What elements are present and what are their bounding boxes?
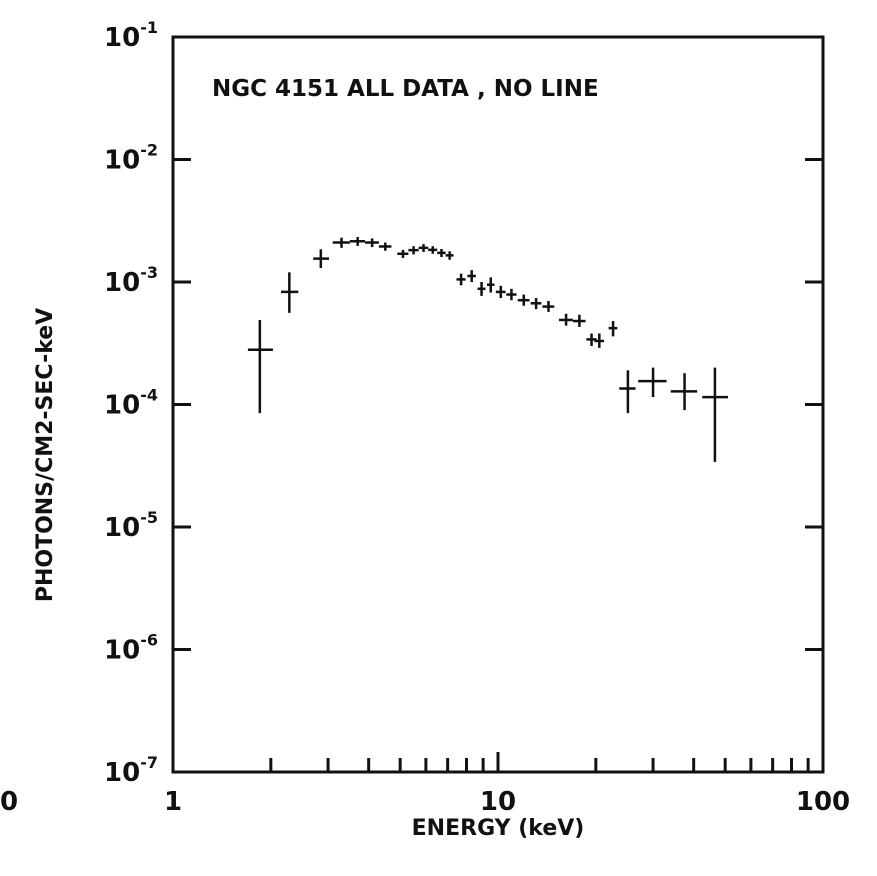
data-point <box>486 277 495 293</box>
data-point <box>349 236 366 246</box>
data-point <box>437 248 446 257</box>
y-tick-label: 10-5 <box>104 508 158 543</box>
data-point <box>517 294 530 306</box>
data-point <box>702 367 728 462</box>
data-point <box>572 314 586 327</box>
y-tick-labels: 10-1 10-2 10-3 10-4 10-5 10-6 10-7 <box>104 18 158 788</box>
data-point <box>530 298 542 310</box>
stray-left-label: 0 <box>0 787 18 817</box>
x-tick-label: 1 <box>164 787 182 817</box>
x-tick-label: 10 <box>480 787 516 817</box>
data-point <box>608 321 618 337</box>
data-point <box>506 288 517 301</box>
data-point <box>456 273 466 286</box>
data-point <box>495 285 506 299</box>
data-point <box>281 272 299 313</box>
data-point <box>594 333 605 348</box>
data-point <box>378 242 392 251</box>
data-point <box>477 282 486 296</box>
y-tick-label: 10-1 <box>104 18 158 53</box>
y-tick-label: 10-4 <box>104 386 158 421</box>
data-point <box>619 370 636 414</box>
y-tick-label: 10-3 <box>104 263 158 298</box>
data-point <box>558 313 573 326</box>
data-point <box>467 270 476 282</box>
axis-ticks <box>171 35 825 774</box>
y-tick-label: 10-2 <box>104 141 158 176</box>
data-point <box>365 238 379 248</box>
data-point <box>332 237 350 248</box>
data-point <box>670 373 698 411</box>
data-point <box>428 246 438 254</box>
data-point <box>586 333 597 347</box>
y-tick-label: 10-7 <box>104 753 158 788</box>
data-point <box>313 249 330 269</box>
plot-frame <box>171 35 825 774</box>
data-point <box>397 249 409 259</box>
y-axis-title: PHOTONS/CM2-SEC-keV <box>33 308 58 602</box>
y-tick-label: 10-6 <box>104 631 158 666</box>
x-tick-labels: 1 10 100 <box>164 787 850 817</box>
x-axis-title: ENERGY (keV) <box>412 816 585 841</box>
chart-title: NGC 4151 ALL DATA , NO LINE <box>212 76 599 102</box>
data-point <box>418 244 429 252</box>
x-tick-label: 100 <box>796 787 850 817</box>
data-point <box>542 300 555 312</box>
data-point <box>445 251 454 260</box>
data-point <box>638 367 667 398</box>
data-point <box>408 246 419 255</box>
data-points <box>247 236 728 462</box>
data-point <box>247 319 273 414</box>
